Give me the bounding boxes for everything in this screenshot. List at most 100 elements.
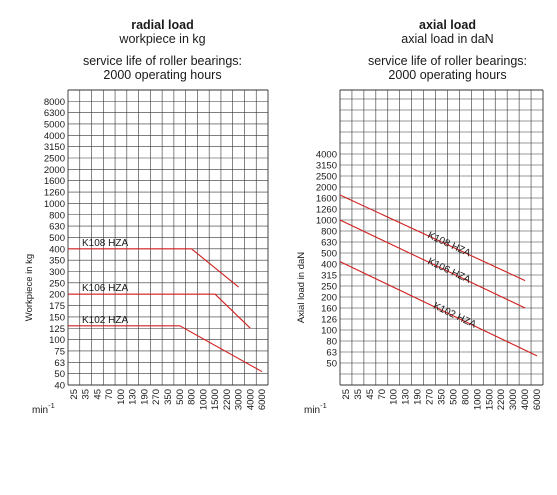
radial-y-tick-label: 630 bbox=[49, 222, 65, 233]
axial-series-line bbox=[339, 194, 526, 282]
radial-series-line bbox=[68, 248, 239, 288]
axial-x-tick-label: 1500 bbox=[484, 389, 495, 410]
axial-x-tick-label: 6000 bbox=[532, 389, 543, 410]
radial-y-tick-label: 75 bbox=[54, 346, 65, 357]
radial-x-tick-label: 100 bbox=[116, 389, 127, 405]
axial-chart-note-line1: service life of roller bearings: bbox=[367, 54, 528, 68]
radial-y-tick-label: 50 bbox=[54, 369, 65, 380]
axial-y-tick-label: 2500 bbox=[316, 172, 337, 183]
axial-chart-header: axial load axial load in daN service lif… bbox=[345, 18, 550, 82]
axial-y-tick-label: 500 bbox=[321, 249, 337, 260]
radial-x-tick-label: 130 bbox=[128, 389, 139, 405]
radial-y-tick-label: 300 bbox=[49, 267, 65, 278]
axial-series-label: K102 HZA bbox=[431, 301, 478, 331]
axial-series-label: K108 HZA bbox=[426, 230, 473, 259]
axial-x-tick-label: 4000 bbox=[520, 389, 531, 410]
radial-y-tick-label: 1260 bbox=[44, 188, 65, 199]
radial-x-tick-label: 190 bbox=[139, 389, 150, 405]
axial-x-tick-label: 500 bbox=[448, 389, 459, 405]
axial-x-tick-label: 100 bbox=[389, 389, 400, 405]
axial-chart-subtitle: axial load in daN bbox=[401, 32, 494, 46]
axial-x-tick-label: 3000 bbox=[508, 389, 519, 410]
radial-x-tick-label: 270 bbox=[151, 389, 162, 405]
axial-x-tick-label: 2200 bbox=[496, 389, 507, 410]
axial-x-tick-label: 190 bbox=[413, 389, 424, 405]
axial-y-axis-label: Axial load in daN bbox=[296, 252, 307, 323]
axial-y-tick-label: 200 bbox=[321, 293, 337, 304]
radial-y-tick-label: 100 bbox=[49, 335, 65, 346]
axial-y-tick-label: 126 bbox=[321, 315, 337, 326]
axial-x-tick-label: 45 bbox=[365, 389, 376, 400]
radial-x-tick-label: 800 bbox=[187, 389, 198, 405]
axial-y-tick-label: 3150 bbox=[316, 161, 337, 172]
radial-y-tick-label: 1600 bbox=[44, 176, 65, 187]
axial-chart-title: axial load bbox=[419, 18, 476, 32]
axial-y-tick-label: 80 bbox=[326, 337, 337, 348]
axial-x-tick-label: 800 bbox=[460, 389, 471, 405]
radial-chart-header: radial load workpiece in kg service life… bbox=[60, 18, 265, 82]
axial-y-tick-label: 315 bbox=[321, 271, 337, 282]
axial-x-tick-label: 130 bbox=[401, 389, 412, 405]
axial-x-tick-label: 270 bbox=[425, 389, 436, 405]
radial-chart-note-line2: 2000 operating hours bbox=[103, 68, 222, 82]
radial-y-tick-label: 125 bbox=[49, 324, 65, 335]
radial-chart-title: radial load bbox=[131, 18, 194, 32]
radial-series-label: K108 HZA bbox=[82, 238, 128, 249]
axial-x-axis-label: min-1 bbox=[304, 401, 327, 416]
axial-x-tick-label: 1000 bbox=[472, 389, 483, 410]
radial-chart-note-line1: service life of roller bearings: bbox=[82, 54, 243, 68]
axial-x-tick-label: 35 bbox=[353, 389, 364, 400]
axial-y-tick-label: 400 bbox=[321, 260, 337, 271]
radial-x-tick-label: 25 bbox=[69, 389, 80, 400]
axial-x-tick-label: 25 bbox=[341, 389, 352, 400]
radial-series-line bbox=[68, 325, 263, 373]
axial-x-tick-label: 350 bbox=[437, 389, 448, 405]
axial-y-tick-label: 1260 bbox=[316, 205, 337, 216]
radial-y-tick-label: 5000 bbox=[44, 119, 65, 130]
axial-y-tick-label: 50 bbox=[326, 359, 337, 370]
axial-y-tick-label: 1000 bbox=[316, 216, 337, 227]
axial-series-line bbox=[339, 261, 538, 357]
axial-chart-note-line2: 2000 operating hours bbox=[388, 68, 507, 82]
radial-y-tick-label: 1000 bbox=[44, 199, 65, 210]
axial-y-tick-label: 160 bbox=[321, 304, 337, 315]
axial-y-tick-label: 1600 bbox=[316, 194, 337, 205]
axial-y-tick-label: 2000 bbox=[316, 183, 337, 194]
radial-y-tick-label: 200 bbox=[49, 290, 65, 301]
radial-y-axis-label: Workpiece in kg bbox=[24, 254, 35, 321]
radial-y-tick-label: 8000 bbox=[44, 97, 65, 108]
axial-y-tick-label: 800 bbox=[321, 227, 337, 238]
radial-y-tick-label: 4000 bbox=[44, 131, 65, 142]
radial-chart-subtitle: workpiece in kg bbox=[119, 32, 206, 46]
radial-x-tick-label: 45 bbox=[92, 389, 103, 400]
radial-x-tick-label: 1500 bbox=[210, 389, 221, 410]
axial-series-line bbox=[339, 219, 526, 309]
radial-x-tick-label: 70 bbox=[104, 389, 115, 400]
radial-y-tick-label: 63 bbox=[54, 358, 65, 369]
axial-y-tick-label: 100 bbox=[321, 326, 337, 337]
radial-x-tick-label: 3000 bbox=[234, 389, 245, 410]
radial-x-tick-label: 350 bbox=[163, 389, 174, 405]
radial-series-label: K106 HZA bbox=[82, 283, 128, 294]
radial-y-tick-label: 350 bbox=[49, 256, 65, 267]
radial-y-tick-label: 800 bbox=[49, 210, 65, 221]
radial-y-tick-label: 150 bbox=[49, 312, 65, 323]
radial-y-tick-label: 2500 bbox=[44, 154, 65, 165]
radial-x-axis-label: min-1 bbox=[32, 401, 55, 416]
axial-y-tick-label: 630 bbox=[321, 238, 337, 249]
axial-y-tick-label: 4000 bbox=[316, 150, 337, 161]
radial-x-tick-label: 4000 bbox=[245, 389, 256, 410]
radial-series-label: K102 HZA bbox=[82, 315, 128, 326]
radial-x-tick-label: 6000 bbox=[257, 389, 268, 410]
radial-y-tick-label: 3150 bbox=[44, 142, 65, 153]
radial-x-tick-label: 2200 bbox=[222, 389, 233, 410]
radial-x-tick-label: 1000 bbox=[198, 389, 209, 410]
radial-y-tick-label: 40 bbox=[54, 381, 65, 392]
axial-x-tick-label: 70 bbox=[377, 389, 388, 400]
radial-y-tick-label: 400 bbox=[49, 244, 65, 255]
radial-y-tick-label: 2000 bbox=[44, 165, 65, 176]
radial-y-tick-label: 250 bbox=[49, 278, 65, 289]
axial-y-tick-label: 250 bbox=[321, 282, 337, 293]
